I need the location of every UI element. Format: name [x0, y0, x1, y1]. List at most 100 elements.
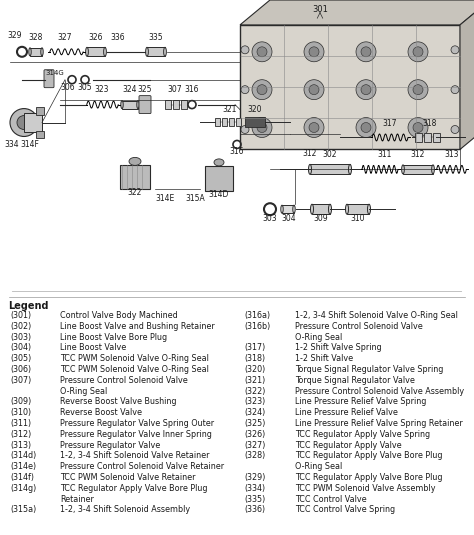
Circle shape: [356, 80, 376, 100]
Ellipse shape: [121, 101, 123, 109]
Text: 314F: 314F: [20, 141, 39, 149]
Ellipse shape: [104, 47, 106, 56]
Text: (321): (321): [244, 376, 265, 385]
Text: (302): (302): [10, 322, 31, 331]
Ellipse shape: [348, 164, 352, 174]
Text: 1-2, 3-4 Shift Solenoid Assembly: 1-2, 3-4 Shift Solenoid Assembly: [60, 506, 190, 514]
Text: TCC Control Valve: TCC Control Valve: [295, 494, 366, 503]
Text: Line Boost Valve Bore Plug: Line Boost Valve Bore Plug: [60, 333, 167, 341]
Text: Reverse Boost Valve: Reverse Boost Valve: [60, 408, 142, 417]
Text: (304): (304): [10, 343, 31, 353]
Circle shape: [257, 47, 267, 57]
Text: 324: 324: [123, 85, 137, 94]
Text: TCC PWM Solenoid Valve Retainer: TCC PWM Solenoid Valve Retainer: [60, 473, 195, 482]
Text: Torque Signal Regulator Valve Spring: Torque Signal Regulator Valve Spring: [295, 365, 443, 374]
Text: Line Boost Valve and Bushing Retainer: Line Boost Valve and Bushing Retainer: [60, 322, 215, 331]
Circle shape: [413, 47, 423, 57]
Text: 1-2 Shift Valve Spring: 1-2 Shift Valve Spring: [295, 343, 382, 353]
Text: O-Ring Seal: O-Ring Seal: [295, 462, 342, 471]
Bar: [310, 164, 350, 174]
Text: Pressure Control Solenoid Valve: Pressure Control Solenoid Valve: [60, 376, 188, 385]
Circle shape: [252, 80, 272, 100]
Text: 306: 306: [61, 83, 75, 91]
Bar: [181, 100, 187, 109]
Bar: [36, 131, 44, 139]
Text: (317): (317): [244, 343, 265, 353]
Bar: [120, 165, 150, 189]
Text: 328: 328: [29, 33, 43, 42]
Bar: [222, 118, 227, 126]
Polygon shape: [240, 0, 474, 25]
Text: Line Pressure Relief Valve Spring Retainer: Line Pressure Relief Valve Spring Retain…: [295, 419, 463, 428]
Circle shape: [309, 85, 319, 95]
Text: 316: 316: [230, 148, 244, 156]
Ellipse shape: [309, 164, 311, 174]
Text: 301: 301: [312, 5, 328, 14]
Text: 1-2 Shift Valve: 1-2 Shift Valve: [295, 354, 353, 363]
Circle shape: [252, 118, 272, 137]
Text: 307: 307: [168, 85, 182, 94]
Text: (326): (326): [244, 430, 265, 439]
Text: (310): (310): [10, 408, 31, 417]
Ellipse shape: [146, 47, 148, 56]
Text: (320): (320): [244, 365, 265, 374]
Polygon shape: [460, 0, 474, 149]
Text: Line Pressure Relief Valve Spring: Line Pressure Relief Valve Spring: [295, 398, 427, 407]
Circle shape: [451, 86, 459, 94]
Text: (301): (301): [10, 311, 31, 320]
Text: TCC Regulator Apply Valve: TCC Regulator Apply Valve: [295, 440, 401, 449]
Text: (316b): (316b): [244, 322, 270, 331]
Text: TCC Regulator Apply Valve Bore Plug: TCC Regulator Apply Valve Bore Plug: [60, 484, 208, 493]
Text: Pressure Control Solenoid Valve Assembly: Pressure Control Solenoid Valve Assembly: [295, 387, 464, 395]
Bar: [24, 112, 42, 133]
Circle shape: [309, 123, 319, 133]
Ellipse shape: [401, 165, 404, 174]
Circle shape: [356, 118, 376, 137]
Text: (314e): (314e): [10, 462, 36, 471]
Text: 334: 334: [5, 141, 19, 149]
Text: 327: 327: [58, 33, 72, 42]
Bar: [312, 204, 330, 214]
Text: Torque Signal Regulator Valve: Torque Signal Regulator Valve: [295, 376, 415, 385]
Text: 335: 335: [149, 33, 164, 42]
Text: 322: 322: [128, 188, 142, 197]
Ellipse shape: [293, 205, 295, 213]
Bar: [229, 118, 234, 126]
Text: (303): (303): [10, 333, 31, 341]
Text: (314g): (314g): [10, 484, 36, 493]
Text: Pressure Control Solenoid Valve: Pressure Control Solenoid Valve: [295, 322, 423, 331]
Bar: [147, 47, 165, 56]
Text: Pressure Regulator Valve Spring Outer: Pressure Regulator Valve Spring Outer: [60, 419, 214, 428]
Ellipse shape: [346, 204, 348, 214]
Text: (306): (306): [10, 365, 31, 374]
Text: (314f): (314f): [10, 473, 34, 482]
Text: 1-2, 3-4 Shift Solenoid Valve O-Ring Seal: 1-2, 3-4 Shift Solenoid Valve O-Ring Sea…: [295, 311, 458, 320]
Circle shape: [413, 123, 423, 133]
Text: Line Pressure Relief Valve: Line Pressure Relief Valve: [295, 408, 398, 417]
Circle shape: [361, 47, 371, 57]
Text: 312: 312: [303, 149, 317, 158]
Text: Pressure Regulator Valve: Pressure Regulator Valve: [60, 440, 160, 449]
Bar: [433, 133, 440, 142]
Text: TCC PWM Solenoid Valve Assembly: TCC PWM Solenoid Valve Assembly: [295, 484, 436, 493]
Text: 311: 311: [378, 150, 392, 159]
Ellipse shape: [367, 204, 371, 214]
Circle shape: [309, 47, 319, 57]
Text: 320: 320: [248, 104, 262, 113]
Text: 303: 303: [263, 214, 277, 223]
Text: 310: 310: [351, 214, 365, 223]
Bar: [122, 101, 138, 109]
Text: Pressure Regulator Valve Inner Spring: Pressure Regulator Valve Inner Spring: [60, 430, 212, 439]
Text: Pressure Control Solenoid Valve Retainer: Pressure Control Solenoid Valve Retainer: [60, 462, 224, 471]
Text: (334): (334): [244, 484, 265, 493]
Text: 314G: 314G: [46, 70, 64, 76]
Circle shape: [408, 118, 428, 137]
Text: TCC PWM Solenoid Valve O-Ring Seal: TCC PWM Solenoid Valve O-Ring Seal: [60, 354, 209, 363]
Text: (316a): (316a): [244, 311, 270, 320]
Ellipse shape: [432, 165, 434, 174]
Text: (323): (323): [244, 398, 265, 407]
Text: 313: 313: [445, 150, 459, 159]
Circle shape: [304, 42, 324, 62]
Text: (322): (322): [244, 387, 265, 395]
Text: (324): (324): [244, 408, 265, 417]
